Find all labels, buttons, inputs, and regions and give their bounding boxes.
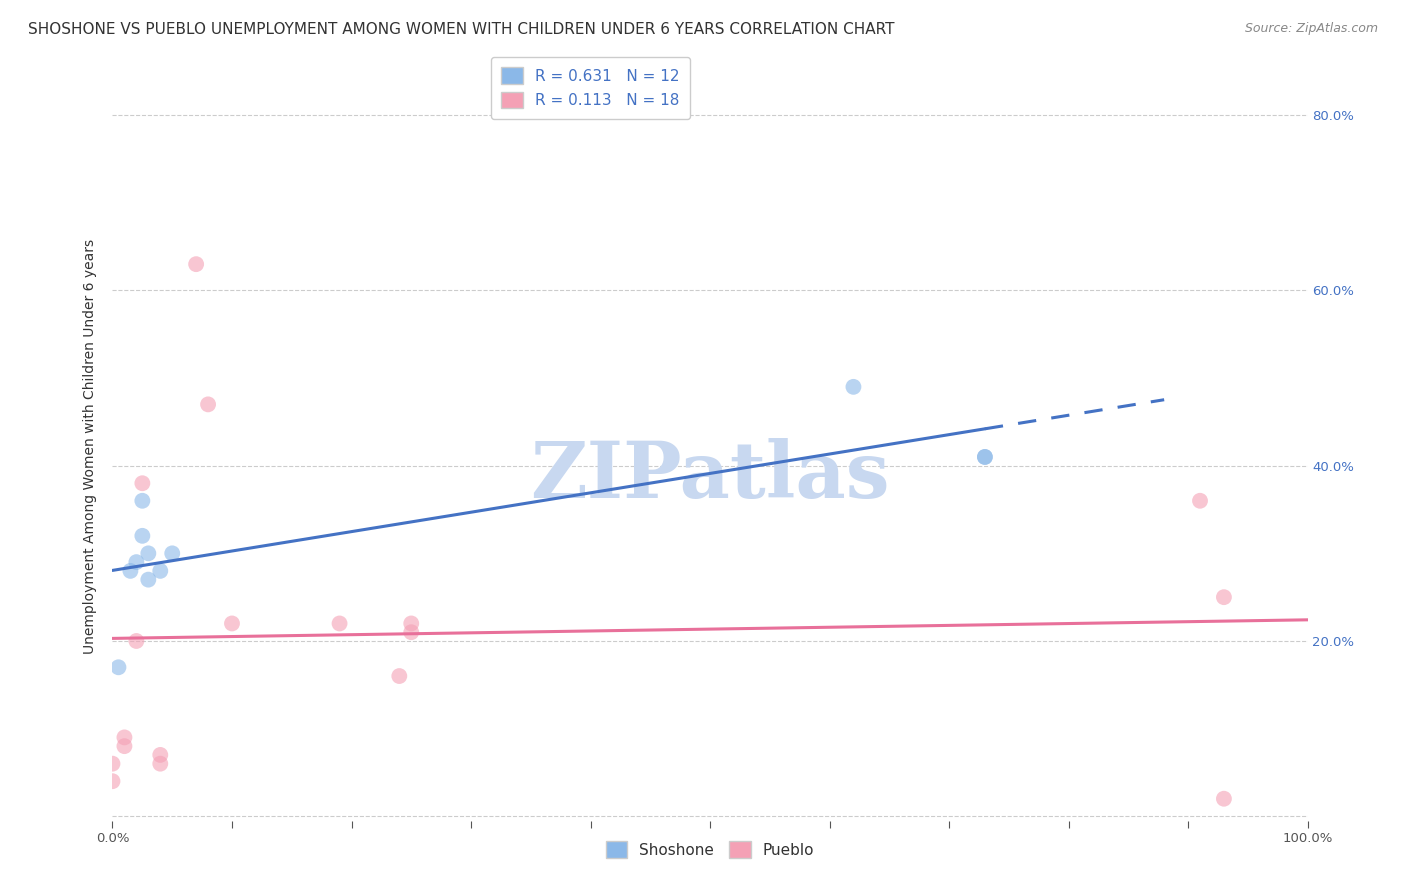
Point: [114, 731, 135, 745]
Y-axis label: Unemployment Among Women with Children Under 6 years: Unemployment Among Women with Children U…: [83, 238, 97, 654]
Point: [114, 739, 135, 753]
Point: [125, 555, 148, 569]
Point: [149, 747, 172, 762]
Point: [131, 529, 153, 543]
Point: [138, 573, 160, 587]
Legend: Shoshone, Pueblo: Shoshone, Pueblo: [598, 833, 823, 865]
Point: [329, 616, 352, 631]
Point: [101, 756, 124, 771]
Point: [197, 397, 219, 411]
Point: [974, 450, 997, 464]
Point: [162, 546, 183, 560]
Point: [388, 669, 411, 683]
Point: [120, 564, 142, 578]
Point: [1213, 791, 1236, 805]
Point: [401, 616, 423, 631]
Point: [107, 660, 129, 674]
Point: [842, 380, 865, 394]
Point: [149, 756, 172, 771]
Point: [131, 493, 153, 508]
Point: [149, 564, 172, 578]
Point: [401, 625, 423, 640]
Text: Source: ZipAtlas.com: Source: ZipAtlas.com: [1244, 22, 1378, 36]
Text: ZIPatlas: ZIPatlas: [530, 438, 890, 514]
Point: [1189, 493, 1212, 508]
Point: [138, 546, 160, 560]
Point: [221, 616, 243, 631]
Point: [186, 257, 208, 271]
Point: [101, 774, 124, 789]
Text: SHOSHONE VS PUEBLO UNEMPLOYMENT AMONG WOMEN WITH CHILDREN UNDER 6 YEARS CORRELAT: SHOSHONE VS PUEBLO UNEMPLOYMENT AMONG WO…: [28, 22, 894, 37]
Point: [131, 476, 153, 491]
Point: [125, 634, 148, 648]
Point: [974, 450, 997, 464]
Point: [1213, 590, 1236, 604]
